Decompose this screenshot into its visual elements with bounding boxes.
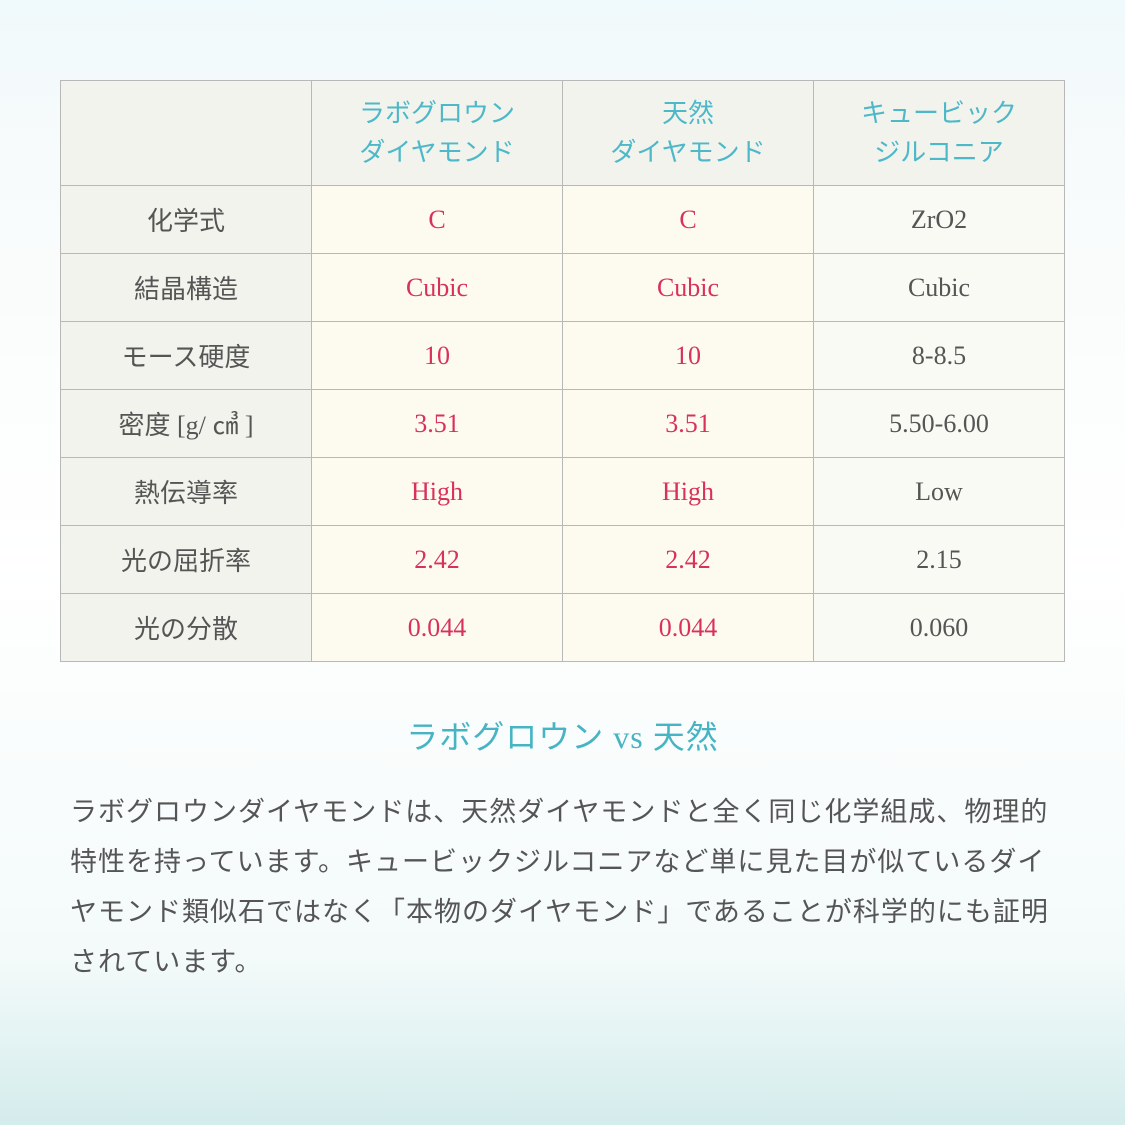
- header-cz-line1: キュービック: [861, 99, 1017, 128]
- cell-labgrown: 10: [312, 322, 563, 390]
- cell-labgrown: Cubic: [312, 254, 563, 322]
- header-cubiczirconia: キュービック ジルコニア: [814, 81, 1065, 186]
- table-row: 化学式 C C ZrO2: [61, 186, 1065, 254]
- cell-labgrown: High: [312, 458, 563, 526]
- cell-natural: 10: [563, 322, 814, 390]
- header-labgrown-line1: ラボグロウン: [359, 99, 515, 128]
- row-label: 光の屈折率: [61, 526, 312, 594]
- table-header-row: ラボグロウン ダイヤモンド 天然 ダイヤモンド キュービック ジルコニア: [61, 81, 1065, 186]
- cell-cz: Cubic: [814, 254, 1065, 322]
- cell-natural: 3.51: [563, 390, 814, 458]
- cell-labgrown: C: [312, 186, 563, 254]
- header-natural: 天然 ダイヤモンド: [563, 81, 814, 186]
- table-row: 光の分散 0.044 0.044 0.060: [61, 594, 1065, 662]
- row-label: 熱伝導率: [61, 458, 312, 526]
- header-labgrown-line2: ダイヤモンド: [359, 138, 514, 167]
- row-label: 密度 [g/ ㎤ ]: [61, 390, 312, 458]
- row-label: 光の分散: [61, 594, 312, 662]
- row-label: 結晶構造: [61, 254, 312, 322]
- header-empty: [61, 81, 312, 186]
- table-row: 結晶構造 Cubic Cubic Cubic: [61, 254, 1065, 322]
- cell-labgrown: 2.42: [312, 526, 563, 594]
- cell-labgrown: 0.044: [312, 594, 563, 662]
- cell-labgrown: 3.51: [312, 390, 563, 458]
- cell-cz: 8-8.5: [814, 322, 1065, 390]
- cell-cz: 0.060: [814, 594, 1065, 662]
- cell-natural: C: [563, 186, 814, 254]
- table-row: 光の屈折率 2.42 2.42 2.15: [61, 526, 1065, 594]
- cell-cz: 2.15: [814, 526, 1065, 594]
- header-cz-line2: ジルコニア: [874, 138, 1003, 167]
- cell-natural: Cubic: [563, 254, 814, 322]
- table-row: モース硬度 10 10 8-8.5: [61, 322, 1065, 390]
- cell-cz: 5.50-6.00: [814, 390, 1065, 458]
- header-natural-line1: 天然: [662, 99, 714, 128]
- cell-natural: 0.044: [563, 594, 814, 662]
- header-labgrown: ラボグロウン ダイヤモンド: [312, 81, 563, 186]
- row-label: モース硬度: [61, 322, 312, 390]
- header-natural-line2: ダイヤモンド: [610, 138, 765, 167]
- section-body: ラボグロウンダイヤモンドは、天然ダイヤモンドと全く同じ化学組成、物理的特性を持っ…: [60, 788, 1065, 988]
- cell-cz: ZrO2: [814, 186, 1065, 254]
- table-row: 密度 [g/ ㎤ ] 3.51 3.51 5.50-6.00: [61, 390, 1065, 458]
- table-row: 熱伝導率 High High Low: [61, 458, 1065, 526]
- comparison-table: ラボグロウン ダイヤモンド 天然 ダイヤモンド キュービック ジルコニア 化学式…: [60, 80, 1065, 662]
- cell-natural: 2.42: [563, 526, 814, 594]
- row-label: 化学式: [61, 186, 312, 254]
- cell-cz: Low: [814, 458, 1065, 526]
- cell-natural: High: [563, 458, 814, 526]
- section-title: ラボグロウン vs 天然: [60, 712, 1065, 758]
